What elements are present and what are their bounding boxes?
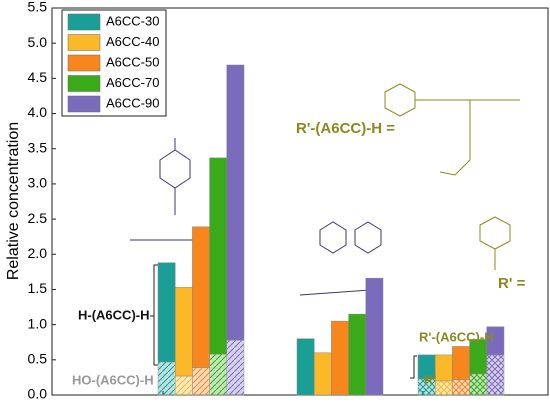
annotation: R'-(A6CC)-H — [419, 329, 494, 344]
bar-hatched — [209, 353, 228, 396]
bar — [452, 346, 470, 380]
bar — [331, 320, 349, 396]
legend-swatch — [67, 34, 101, 51]
y-tick-label: 3.5 — [28, 139, 48, 155]
legend-swatch — [67, 13, 101, 31]
bar — [365, 277, 384, 396]
annotation: R' = — [498, 275, 526, 292]
bar — [174, 287, 193, 377]
y-tick-label: 3.0 — [28, 175, 48, 191]
bar — [296, 338, 315, 396]
bar — [313, 352, 332, 396]
bar-hatched — [486, 354, 505, 396]
legend: A6CC-30 A6CC-40 A6CC-50 A6CC-70 A6CC-90 — [61, 9, 167, 117]
legend-swatch — [67, 54, 101, 72]
y-tick-label: 5.0 — [28, 34, 48, 50]
bar — [434, 354, 453, 382]
y-tick-label: 2.0 — [28, 245, 48, 261]
annotation: H-(A6CC)-H — [78, 307, 150, 322]
chem-structures — [130, 83, 520, 296]
bar — [486, 326, 505, 356]
y-tick-label: 1.5 — [28, 280, 48, 296]
y-tick-label: 1.0 — [28, 315, 48, 331]
legend-swatch — [67, 95, 101, 113]
legend-label: A6CC-40 — [106, 34, 159, 49]
legend-label: A6CC-50 — [106, 54, 159, 69]
bar-hatched — [192, 367, 210, 396]
brackets — [150, 264, 417, 379]
y-tick-label: 5.5 — [28, 0, 48, 15]
y-tick-label: 0.0 — [28, 386, 48, 402]
y-tick-label: 4.0 — [28, 104, 48, 120]
bar-hatched — [452, 379, 470, 396]
y-tick-label: 0.5 — [28, 351, 48, 367]
bar — [192, 226, 210, 368]
y-tick-label: 4.5 — [28, 69, 48, 85]
annotation: HO-(A6CC)-H — [72, 372, 154, 387]
legend-label: A6CC-90 — [106, 95, 159, 110]
legend-label: A6CC-30 — [106, 13, 159, 28]
annotation: R' — [424, 372, 436, 387]
y-axis-label: Relative concentration — [5, 122, 22, 280]
bar — [209, 157, 228, 355]
bar-hatched — [469, 373, 488, 396]
annotation: R'-(A6CC)-H = — [296, 120, 395, 137]
y-tick-label: 2.5 — [28, 210, 48, 226]
bar-hatched — [226, 339, 245, 396]
bar-hatched — [174, 375, 193, 396]
bar — [469, 339, 488, 375]
bar — [348, 313, 367, 396]
bar — [226, 64, 245, 341]
legend-swatch — [67, 75, 101, 92]
bar — [157, 262, 176, 363]
bar-hatched — [157, 361, 176, 396]
bar-hatched — [434, 380, 453, 396]
legend-label: A6CC-70 — [106, 75, 159, 90]
